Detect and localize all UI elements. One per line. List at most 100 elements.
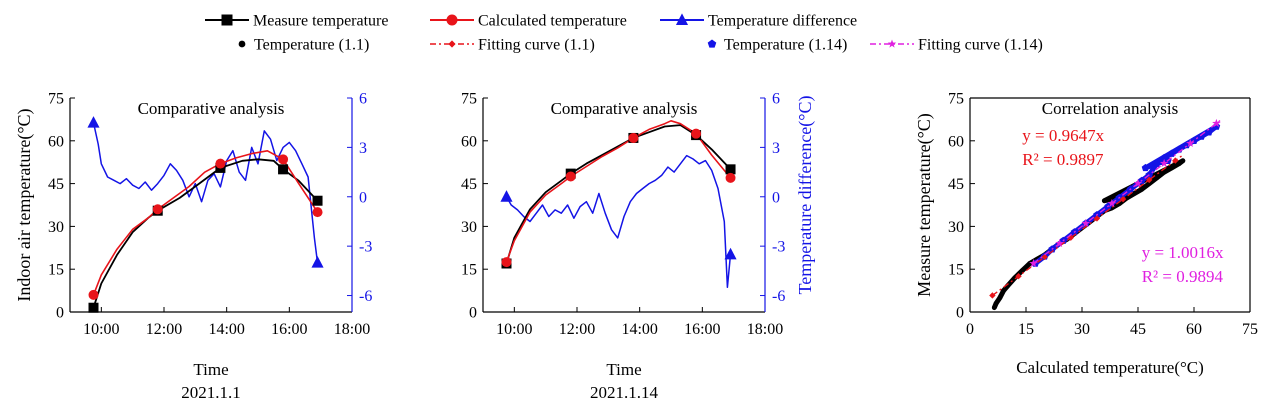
scatter-point-1-1 [1161, 169, 1167, 175]
y2-tick-label: -3 [359, 239, 372, 256]
y-tick-label: 75 [948, 91, 964, 108]
series-calculated [505, 120, 732, 263]
difference-point [500, 190, 513, 202]
series-difference [92, 122, 319, 263]
x-tick-label: 18:00 [334, 321, 370, 338]
fit-marker-1-14 [1055, 238, 1064, 248]
scatter-point-1-1 [997, 295, 1003, 301]
legend: Measure temperature Calculated temperatur… [205, 13, 1043, 54]
x-tick-label: 16:00 [271, 321, 307, 338]
y-tick-label: 30 [48, 219, 64, 236]
y2-axis-label: Temperature difference(°C) [795, 96, 816, 295]
legend-marker-triangle [675, 13, 689, 25]
y-tick-label: 0 [56, 305, 64, 322]
x-tick-label: 18:00 [747, 321, 783, 338]
legend-label: Temperature (1.14) [724, 37, 847, 54]
legend-marker-square [221, 14, 233, 26]
fit-line-1-14 [1033, 119, 1221, 264]
scatter-point-1-14 [1152, 159, 1161, 167]
measured-point [725, 164, 736, 175]
calculated-point [565, 171, 576, 182]
fit-marker-1-14 [1186, 138, 1195, 147]
legend-label: Fitting curve (1.14) [918, 37, 1043, 54]
legend-label: Measure temperature [253, 13, 388, 30]
x-tick-label: 10:00 [496, 321, 532, 338]
x-tick-label: 14:00 [621, 321, 657, 338]
y-tick-label: 75 [48, 91, 64, 108]
calculated-point [278, 154, 289, 165]
scatter-point-1-14 [1167, 149, 1176, 157]
chart-title: Correlation analysis [1042, 99, 1178, 118]
calculated-point [152, 204, 163, 215]
scatter-point-1-1 [991, 305, 997, 311]
x-tick-label: 30 [1074, 321, 1090, 338]
y2-tick-label: 0 [772, 189, 780, 206]
x-tick-label: 12:00 [146, 321, 182, 338]
chart-title: Comparative analysis [551, 99, 698, 118]
fit-marker-1-1 [1146, 176, 1153, 184]
fit-marker-1-1 [1093, 215, 1101, 222]
y2-tick-label: -3 [772, 239, 785, 256]
chart-title: Comparative analysis [138, 99, 285, 118]
scatter-point-1-1 [1019, 268, 1025, 274]
series-calculated [92, 150, 319, 296]
y-tick-label: 45 [48, 176, 64, 193]
y2-tick-label: 6 [772, 91, 780, 108]
fit-marker-1-14 [1212, 118, 1221, 127]
y-tick-label: 15 [48, 262, 64, 279]
regression-annotation: R² = 0.9897 [1022, 150, 1104, 169]
fit-marker-1-1 [1041, 253, 1048, 261]
y2-tick-label: 6 [359, 91, 367, 108]
series-difference [505, 154, 732, 289]
measured-point [312, 195, 323, 206]
fit-marker-1-1 [1015, 273, 1022, 280]
x-axis-label: Time [193, 360, 228, 379]
scatter-point-1-1 [1154, 175, 1160, 181]
y-tick-label: 0 [956, 305, 964, 322]
legend-marker-circle [446, 14, 458, 26]
date-label: 2021.1.1 [181, 383, 241, 402]
scatter-point-1-1 [1001, 288, 1006, 293]
difference-point [724, 247, 737, 260]
y-tick-label: 75 [461, 91, 477, 108]
scatter-point-1-1 [1180, 158, 1186, 164]
x-tick-label: 45 [1130, 321, 1146, 338]
x-tick-label: 12:00 [559, 321, 595, 338]
date-label: 2021.1.14 [590, 383, 659, 402]
scatter-point-1-14 [1205, 128, 1213, 136]
fit-line-1-1 [991, 154, 1184, 297]
series-measured [505, 124, 732, 264]
difference-point [87, 116, 100, 128]
y2-tick-label: 3 [359, 140, 367, 157]
scatter-point-1-1 [1169, 165, 1174, 171]
y-tick-label: 45 [461, 176, 477, 193]
scatter-point-1-14 [1141, 163, 1150, 172]
legend-label: Fitting curve (1.1) [478, 37, 595, 54]
fit-marker-1-14 [1107, 198, 1117, 207]
measured-point [278, 164, 289, 175]
fit-marker-1-1 [1172, 157, 1179, 164]
fit-marker-1-1 [1067, 234, 1074, 241]
scatter-point-1-14 [1197, 132, 1206, 140]
legend-label: Calculated temperature [478, 13, 627, 30]
x-tick-label: 75 [1242, 321, 1258, 338]
y-tick-label: 15 [461, 262, 477, 279]
fit-marker-1-14 [1029, 258, 1038, 268]
x-tick-label: 0 [966, 321, 974, 338]
calculated-point [88, 289, 99, 300]
regression-annotation: y = 1.0016x [1142, 243, 1224, 262]
x-axis-label: Time [606, 360, 641, 379]
legend-label: Temperature (1.1) [254, 37, 369, 54]
scatter-point-1-1 [1102, 198, 1107, 204]
y2-tick-label: -6 [359, 288, 372, 305]
regression-annotation: R² = 0.9894 [1142, 267, 1224, 286]
scatter-point-1-1 [1146, 181, 1152, 187]
x-axis-label: Calculated temperature(°C) [1016, 358, 1204, 377]
calculated-point [215, 158, 226, 169]
legend-marker-pentagon [707, 39, 717, 48]
calculated-point [628, 132, 639, 143]
fit-marker-1-14 [1159, 158, 1169, 167]
calculated-point [501, 257, 512, 268]
